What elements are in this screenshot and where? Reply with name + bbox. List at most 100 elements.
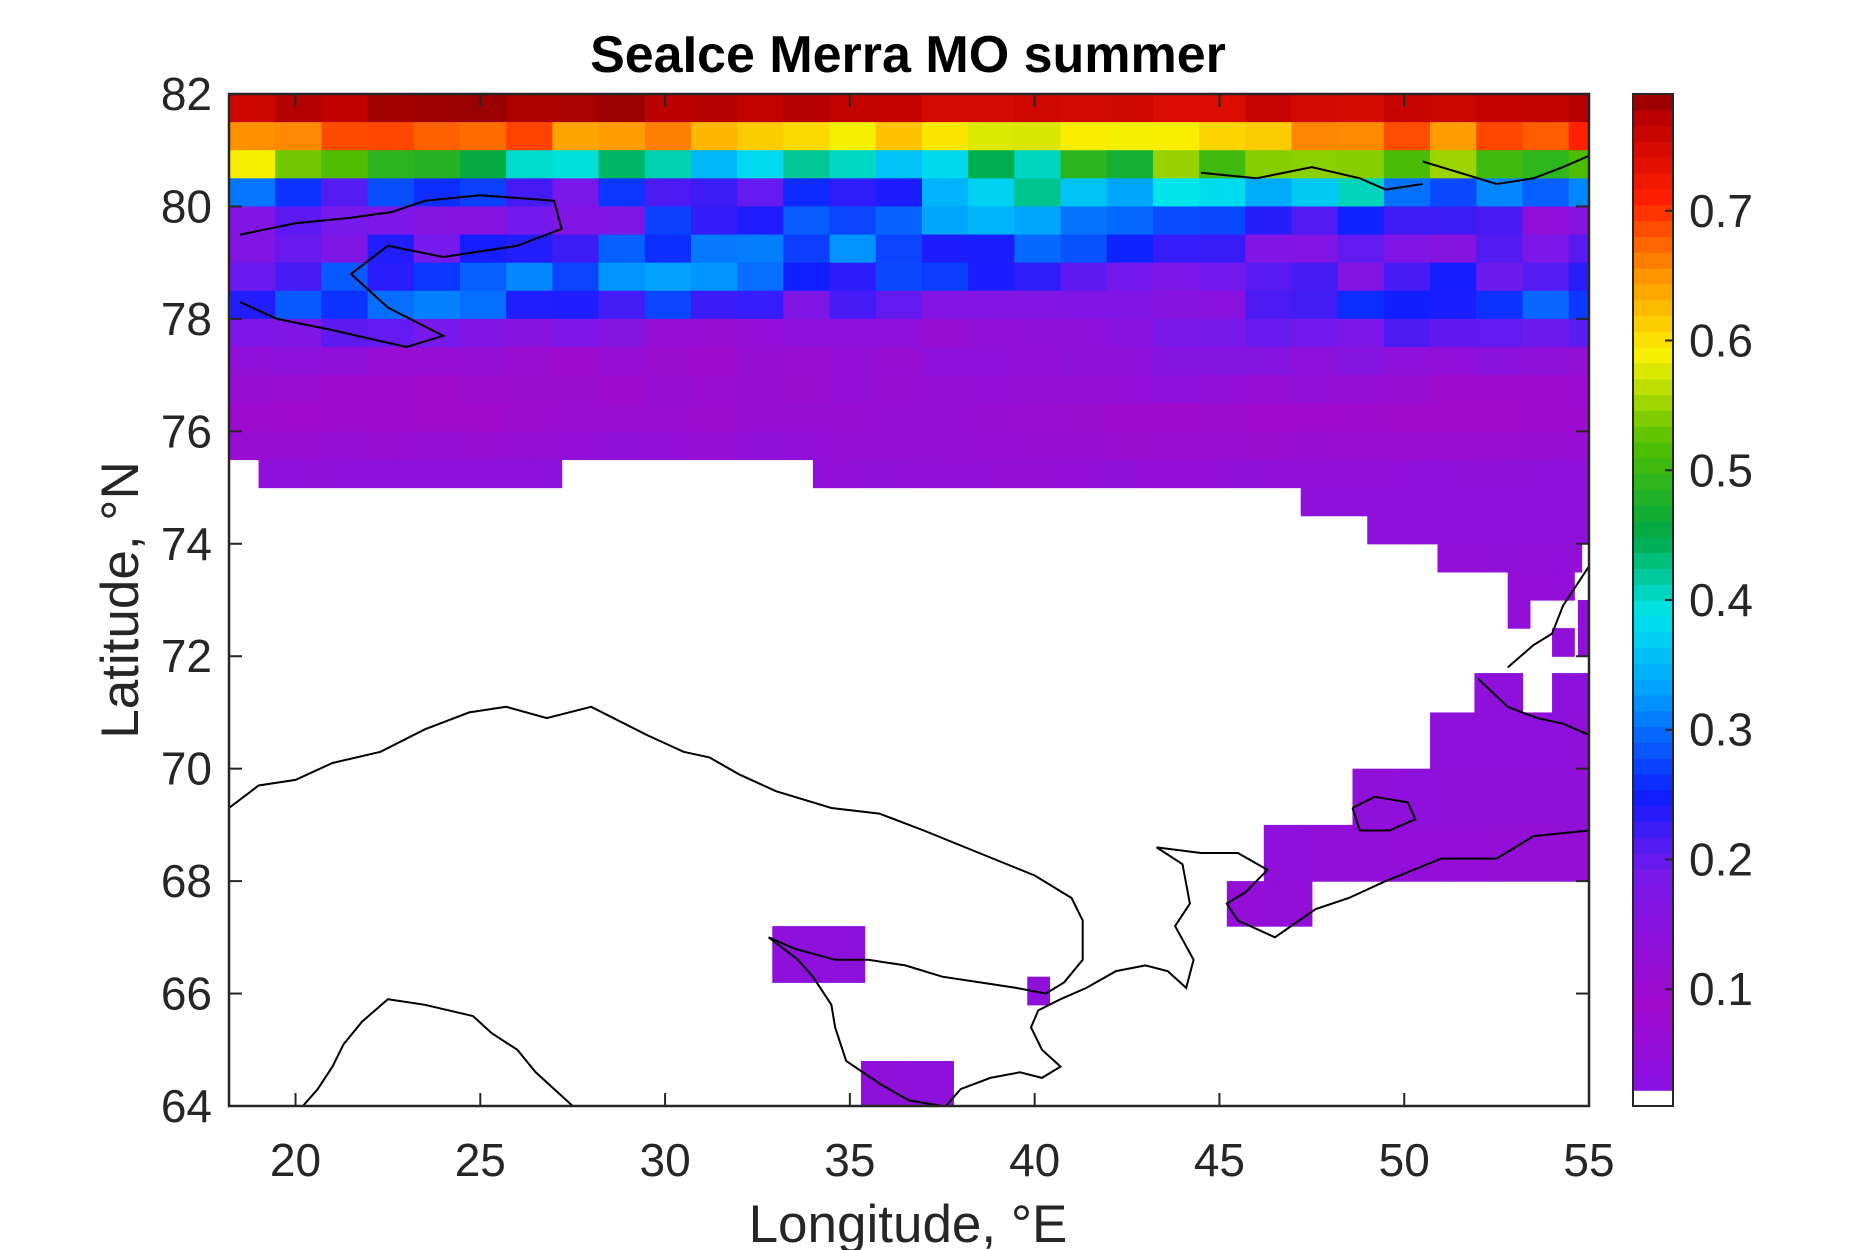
heatmap-cell (1553, 571, 1575, 601)
colorbar-band (1633, 94, 1673, 111)
heatmap-cell (459, 375, 507, 404)
heatmap-cell (506, 290, 553, 320)
heatmap-cell (1245, 431, 1293, 461)
heatmap-cell (552, 178, 600, 208)
heatmap-cell (644, 347, 692, 376)
heatmap-cell (1199, 318, 1246, 348)
heatmap-cell (1245, 262, 1293, 292)
heatmap-cell (1448, 824, 1496, 882)
heatmap-cell (1014, 290, 1062, 320)
heatmap-cell (1291, 94, 1339, 123)
heatmap-cell (506, 403, 553, 432)
heatmap-cell (921, 318, 969, 348)
heatmap-cell (321, 375, 369, 404)
heatmap-cell (1014, 262, 1062, 292)
heatmap-cell (1531, 487, 1579, 517)
heatmap-cell (1522, 122, 1570, 151)
heatmap-cell (644, 431, 692, 461)
heatmap-cell (997, 459, 1045, 489)
heatmap-cell (598, 290, 646, 320)
heatmap-cell (783, 347, 831, 376)
heatmap-cell (968, 150, 1015, 179)
colorbar-band (1633, 884, 1673, 902)
heatmap-cell (459, 150, 507, 179)
x-axis-label: Longitude, °E (749, 1195, 1068, 1250)
colorbar-band (1633, 663, 1673, 680)
heatmap-cell (1430, 262, 1477, 292)
heatmap-cell (1476, 94, 1524, 123)
heatmap-cell (459, 262, 507, 292)
heatmap-cell (690, 122, 738, 151)
heatmap-cell (1476, 318, 1524, 348)
colorbar-band (1633, 758, 1673, 775)
colorbar-tick-label: 0.5 (1689, 444, 1753, 496)
colorbar-band (1633, 805, 1673, 822)
colorbar-band (1633, 932, 1673, 949)
heatmap-cell (304, 459, 352, 489)
colorbar-band (1633, 631, 1673, 649)
heatmap-cell (1152, 234, 1200, 264)
heatmap-cell (367, 150, 415, 179)
heatmap-cell (1568, 403, 1589, 432)
heatmap-cell (1245, 347, 1293, 376)
heatmap-cell (951, 459, 999, 489)
heatmap-cell (1245, 375, 1293, 404)
heatmap-cell (829, 262, 877, 292)
heatmap-cell (413, 206, 461, 236)
heatmap-cell (459, 431, 507, 461)
y-tick-label: 70 (161, 743, 212, 795)
heatmap-cell (1437, 543, 1485, 573)
heatmap-cell (921, 178, 969, 208)
heatmap-cell (1337, 206, 1385, 236)
heatmap-cell (1505, 459, 1553, 489)
heatmap-cell (1060, 94, 1108, 123)
heatmap-cell (1199, 234, 1246, 264)
colorbar-band (1633, 252, 1673, 269)
heatmap-cell (1346, 487, 1394, 517)
heatmap-cell (1430, 403, 1477, 432)
heatmap-cell (229, 206, 276, 236)
heatmap-cell (1383, 150, 1431, 179)
heatmap-cell (552, 150, 600, 179)
heatmap-cell (367, 431, 415, 461)
heatmap-cell (229, 94, 276, 123)
heatmap-cell (1337, 262, 1385, 292)
heatmap-cell (1577, 628, 1589, 657)
heatmap-cell (829, 431, 877, 461)
heatmap-cell (598, 318, 646, 348)
colorbar-band (1633, 615, 1673, 633)
heatmap-cell (275, 94, 322, 123)
heatmap-cell (1337, 94, 1385, 123)
heatmap-cell (367, 122, 415, 151)
heatmap-cell (1291, 178, 1339, 208)
heatmap-cell (1383, 403, 1431, 432)
heatmap-cell (598, 150, 646, 179)
heatmap-cell (1199, 347, 1246, 376)
heatmap-cell (1014, 94, 1062, 123)
colorbar-band (1633, 394, 1673, 411)
heatmap-cell (275, 262, 322, 292)
heatmap-cell (1522, 262, 1570, 292)
coastline (1200, 166, 1423, 191)
colorbar-band (1633, 267, 1673, 285)
colorbar-band (1633, 362, 1673, 380)
chart-title: SeaIce Merra MO summer (590, 26, 1226, 84)
heatmap-cell (459, 403, 507, 432)
heatmap-cell (275, 122, 322, 151)
heatmap-cell (1537, 768, 1585, 826)
heatmap-cell (1106, 431, 1154, 461)
coastline (1422, 154, 1589, 186)
heatmap-cell (1430, 318, 1477, 348)
heatmap-cell (921, 290, 969, 320)
heatmap-cell (690, 150, 738, 179)
colorbar-band (1633, 868, 1673, 886)
heatmap-cell (921, 431, 969, 461)
heatmap-cell (1568, 150, 1589, 179)
heatmap-cell (829, 375, 877, 404)
heatmap-cell (1568, 234, 1589, 264)
x-tick-label: 45 (1194, 1134, 1245, 1186)
heatmap-cell (321, 150, 369, 179)
heatmap-cell (1430, 178, 1477, 208)
heatmap-cell (921, 234, 969, 264)
heatmap-cell (690, 290, 738, 320)
